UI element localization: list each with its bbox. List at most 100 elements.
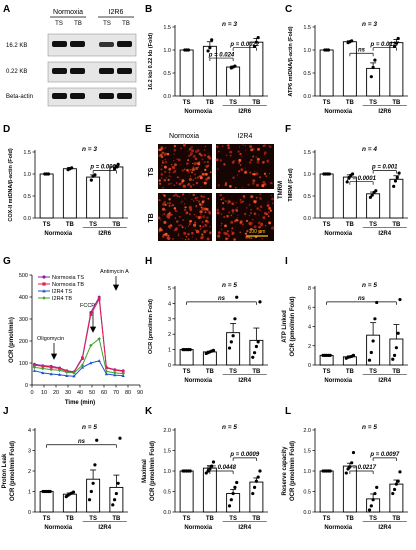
y-tick-label: 0.5 <box>163 490 171 496</box>
micrograph-speckle <box>161 160 164 162</box>
data-point <box>114 491 118 496</box>
micrograph-speckle <box>217 234 221 238</box>
micrograph-speckle <box>221 207 225 211</box>
significance-label: p = 0.024 <box>208 52 235 58</box>
blot-band <box>99 68 114 74</box>
data-point <box>114 165 118 169</box>
legend-marker-i2r4-tb <box>42 296 46 300</box>
x-tick-label: TS <box>323 516 331 522</box>
micrograph-speckle <box>187 171 190 174</box>
micrograph-speckle <box>242 186 244 188</box>
x-tick-label: TB <box>392 222 401 228</box>
micrograph-signal <box>157 143 275 241</box>
micrograph-speckle <box>203 181 207 185</box>
bar <box>179 49 194 97</box>
micrograph-speckle <box>176 220 179 223</box>
bar <box>342 41 357 97</box>
n-label: n = 5 <box>222 282 237 289</box>
data-point <box>254 479 258 483</box>
data-point <box>186 48 191 52</box>
micrograph-speckle <box>250 209 252 211</box>
blot-band <box>70 68 85 74</box>
micrograph-speckle <box>195 181 199 185</box>
micrograph-speckle <box>252 173 254 176</box>
micrograph-speckle <box>250 195 254 199</box>
y-tick-label: 2.0 <box>303 428 311 434</box>
data-point <box>235 480 239 485</box>
x-tick-label: 30 <box>65 390 71 396</box>
group-label-hypoxia: I2R4 <box>378 231 391 237</box>
micrograph-speckle <box>192 183 195 186</box>
group-label-normoxia: Normoxia <box>324 378 352 384</box>
micrograph-speckle <box>262 185 264 188</box>
bar <box>226 66 241 97</box>
data-point <box>392 353 397 357</box>
micrograph-speckle <box>201 233 204 236</box>
data-point <box>397 171 401 175</box>
series-point <box>121 374 125 377</box>
series-point <box>32 365 37 370</box>
panel-e-row-tb: TB <box>148 213 155 222</box>
micrograph-speckle <box>178 182 182 186</box>
data-point <box>328 353 332 357</box>
micrograph-speckle <box>203 230 207 234</box>
micrograph-speckle <box>242 144 244 146</box>
data-point <box>233 317 237 321</box>
micrograph-speckle <box>176 211 179 213</box>
micrograph-speckle <box>162 235 165 238</box>
micrograph-speckle <box>157 216 161 220</box>
micrograph-speckle <box>181 238 183 240</box>
micrograph-speckle <box>204 168 207 172</box>
panel-i-chart: 0 2 4 6 8 ATP Linked OCR (pmol/min Fold) TS TB TS… <box>282 282 408 384</box>
data-point <box>89 178 93 182</box>
micrograph-normoxia-ts <box>158 144 212 189</box>
y-tick-label: 0.0 <box>163 94 171 100</box>
micrograph-speckle <box>197 162 201 166</box>
data-point <box>227 504 232 508</box>
panel-b-label: B <box>145 4 152 15</box>
data-point <box>206 469 210 473</box>
series-point <box>41 366 45 371</box>
y-tick-label: 500 <box>19 273 28 279</box>
blot-band <box>117 68 132 74</box>
panel-j-chart: 0 1 2 3 4 Proton Leak OCR (pmol/min Fold) TS TB T… <box>2 424 128 531</box>
arrowhead-antimycin <box>112 284 120 291</box>
annotation-fccp: FCCP <box>80 303 95 309</box>
micrograph-speckle <box>262 162 264 164</box>
y-tick-label: 0.5 <box>303 71 311 77</box>
micrograph-speckle <box>217 184 220 187</box>
significance-label: p = 0.001 <box>371 165 398 171</box>
panel-f-chart: 0.0 0.5 1.0 1.5 TMRM (Fold) TS TB TS TB Normoxia I… <box>288 146 408 237</box>
n-label: n = 5 <box>362 282 377 289</box>
y-tick-label: 400 <box>19 295 28 301</box>
bar <box>39 491 54 513</box>
micrograph-speckle <box>180 147 183 149</box>
n-label: n = 3 <box>82 146 97 153</box>
micrograph-speckle <box>164 203 167 206</box>
data-point <box>208 46 212 50</box>
data-point <box>211 348 216 352</box>
blot-bands <box>52 41 132 99</box>
series-point <box>121 369 125 373</box>
panel-a-label: A <box>3 4 10 15</box>
micrograph-speckle <box>201 181 204 183</box>
data-point <box>350 172 355 176</box>
micrograph-speckle <box>206 161 209 164</box>
micrograph-speckle <box>216 208 220 212</box>
n-label: n = 5 <box>82 424 97 431</box>
legend-normoxia-tb: Normoxia TB <box>52 282 84 288</box>
micrograph-speckle <box>192 154 196 158</box>
micrograph-speckle <box>188 223 191 226</box>
data-point <box>206 49 210 53</box>
panel-c-label: C <box>285 4 292 15</box>
y-tick-label: 1.0 <box>163 48 171 54</box>
micrograph-speckle <box>256 160 260 164</box>
y-tick-label: 0.5 <box>23 194 31 200</box>
micrograph-speckle <box>182 143 186 147</box>
micrograph-speckle <box>263 212 267 215</box>
y-axis-label: OCR (pmol/min Fold) <box>148 299 154 354</box>
micrograph-speckle <box>239 220 243 224</box>
micrograph-speckle <box>201 200 205 204</box>
series-point <box>89 361 93 365</box>
